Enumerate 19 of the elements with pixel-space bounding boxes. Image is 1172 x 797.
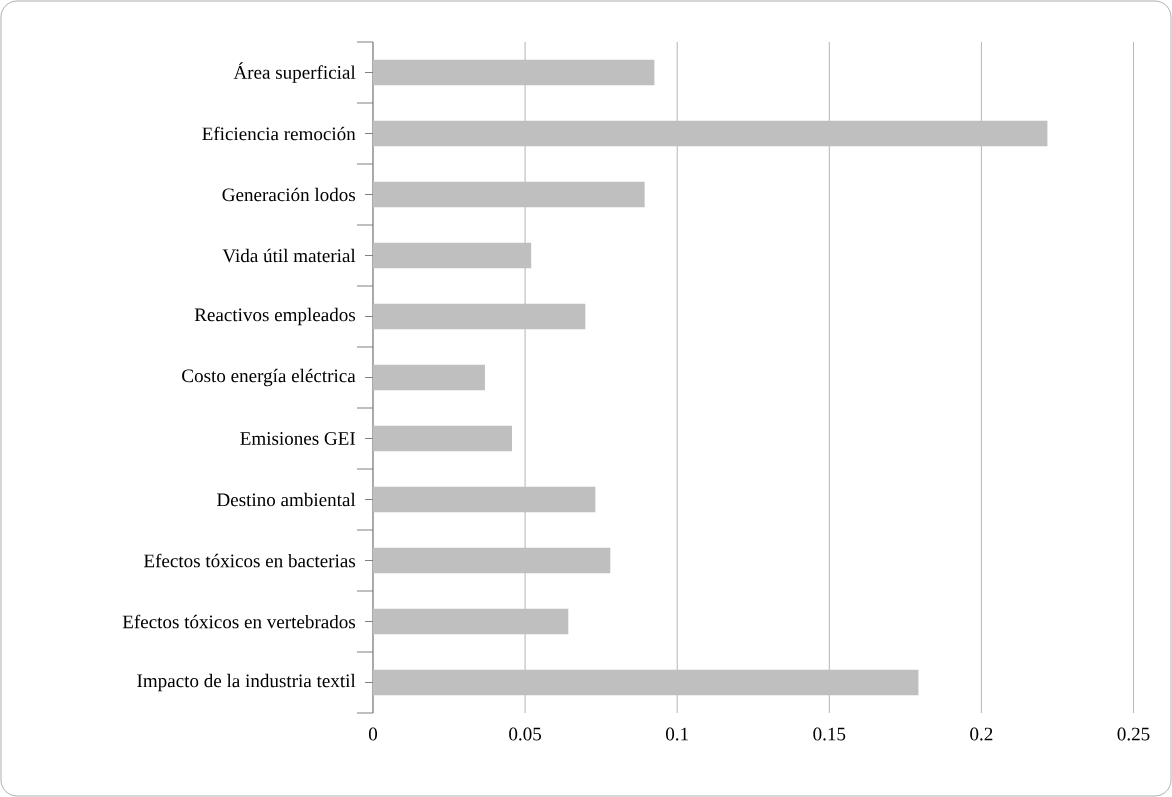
x-tick-label: 0.15 <box>813 727 846 741</box>
y-tick-label: Impacto de la industria textil <box>137 673 356 692</box>
bar <box>373 364 485 391</box>
y-tick-label: Destino ambiental <box>217 492 356 507</box>
y-tick-label: Vida útil material <box>222 248 356 263</box>
y-tick-label: Reactivos empleados <box>194 307 356 326</box>
y-tick-label: Emisiones GEI <box>240 432 356 445</box>
y-tick-label: Generación lodos <box>222 187 356 202</box>
y-tick-label: Área superficial <box>233 62 356 83</box>
x-tick-label: 0.2 <box>970 727 993 741</box>
x-tick-label: 0 <box>368 727 378 741</box>
y-tick-label: Efectos tóxicos en bacterias <box>143 553 356 568</box>
x-tick-label: 0.05 <box>509 727 542 741</box>
y-tick-label: Efectos tóxicos en vertebrados <box>122 614 356 629</box>
x-tick-label: 0.1 <box>666 727 688 741</box>
bar <box>373 425 513 452</box>
y-tick-label: Eficiencia remoción <box>202 126 356 141</box>
x-tick-label: 0.25 <box>1117 727 1150 741</box>
y-tick-label: Costo energía eléctrica <box>182 368 356 387</box>
